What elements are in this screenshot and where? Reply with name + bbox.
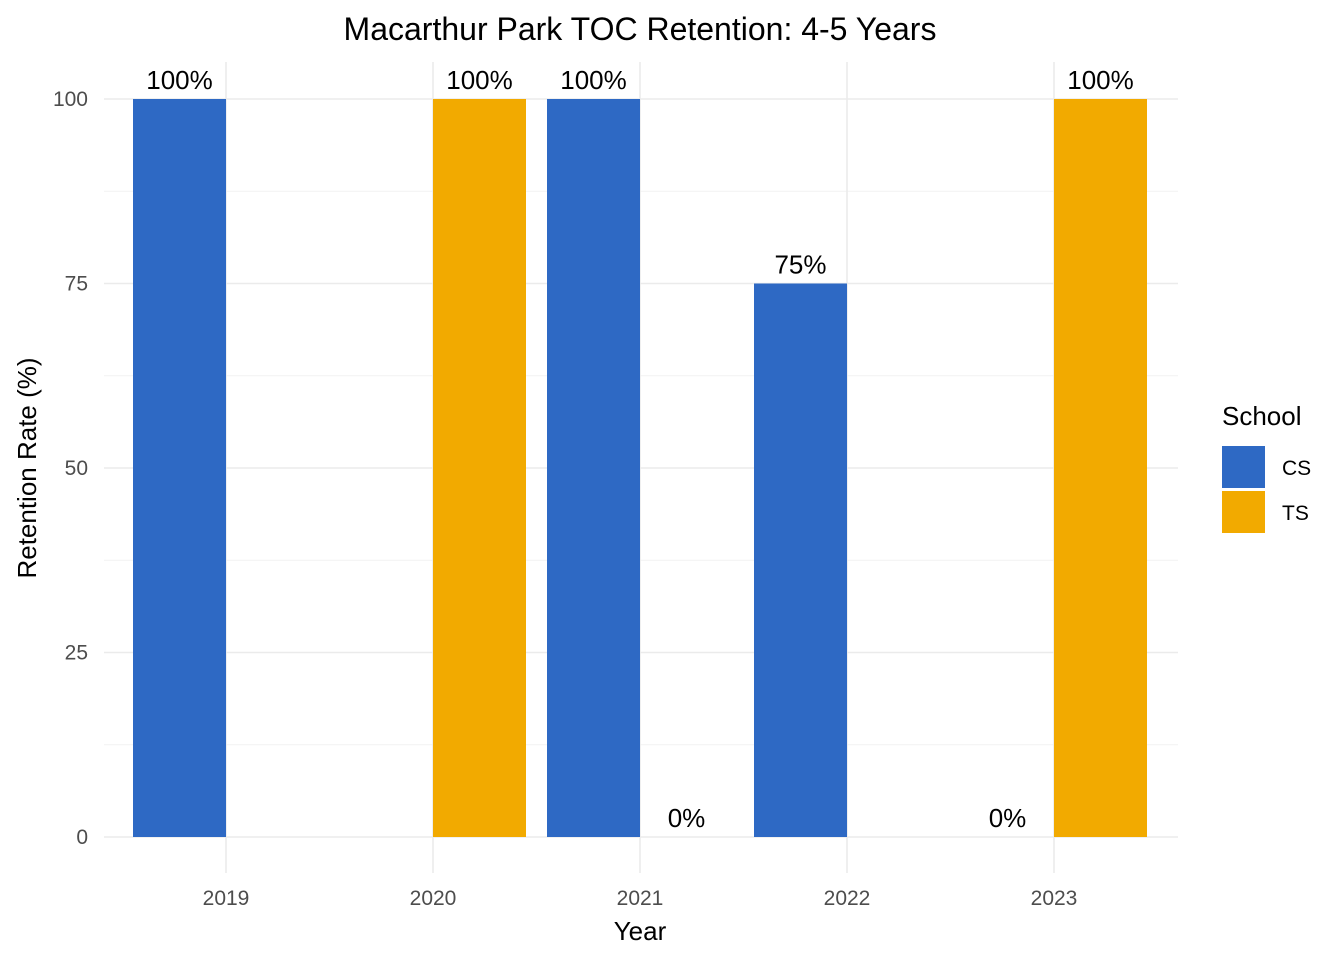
x-tick-label: 2019 [203, 887, 250, 910]
y-tick-label: 0 [76, 826, 88, 849]
data-label: 100% [560, 65, 627, 95]
legend-label-ts: TS [1282, 502, 1309, 525]
chart-title: Macarthur Park TOC Retention: 4-5 Years [344, 11, 937, 47]
y-tick-label: 100 [53, 88, 88, 111]
bar-cs-2022 [754, 283, 847, 837]
legend-swatch-cs [1222, 446, 1265, 488]
data-labels: 100% 100% 75% 0% 100% 0% 100% [146, 65, 1134, 833]
x-tick-label: 2022 [824, 887, 871, 910]
data-label: 75% [774, 250, 826, 280]
data-label: 100% [446, 65, 513, 95]
legend-swatch-ts [1222, 491, 1265, 533]
data-label: 100% [1067, 65, 1134, 95]
bar-ts-2023 [1054, 99, 1147, 837]
x-axis-title: Year [614, 916, 667, 946]
x-tick-label: 2023 [1031, 887, 1078, 910]
legend: School CS TS [1222, 401, 1311, 533]
legend-label-cs: CS [1282, 457, 1311, 480]
bar-cs-2019 [133, 99, 226, 837]
data-label: 100% [146, 65, 213, 95]
bars [133, 99, 1147, 837]
bar-ts-2020 [433, 99, 526, 837]
y-tick-label: 25 [65, 642, 88, 665]
x-tick-label: 2021 [617, 887, 664, 910]
data-label: 0% [989, 803, 1027, 833]
x-axis-ticks: 2019 2020 2021 2022 2023 [203, 887, 1078, 910]
bar-cs-2021 [547, 99, 640, 837]
y-tick-label: 75 [65, 273, 88, 296]
y-axis-title: Retention Rate (%) [12, 357, 42, 578]
x-tick-label: 2020 [410, 887, 457, 910]
gridlines [104, 62, 1178, 873]
legend-title: School [1222, 401, 1302, 431]
y-tick-label: 50 [65, 457, 88, 480]
y-axis-ticks: 0 25 50 75 100 [53, 88, 88, 849]
data-label: 0% [668, 803, 706, 833]
